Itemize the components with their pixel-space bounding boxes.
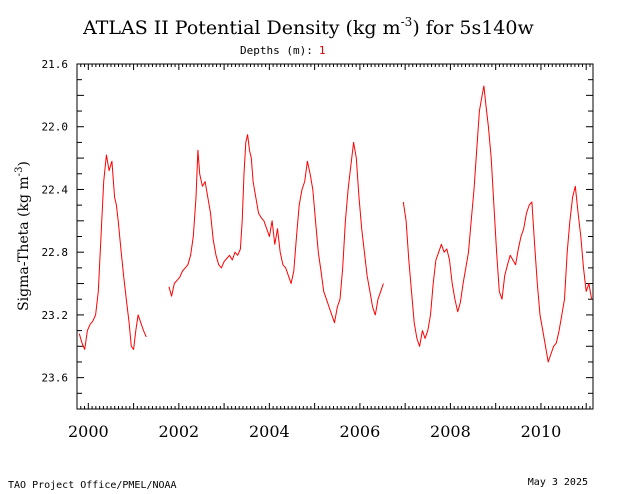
subtitle-value: 1 [319,44,326,57]
plot-frame [76,63,594,410]
series-line-segment [402,85,593,363]
chart-subtitle: Depths (m): 1 [240,44,325,57]
y-tick-labels: 21.6 22.0 22.4 22.8 23.2 23.6 [42,58,69,385]
y-axis-label: Sigma-Theta (kg m-3) [14,161,32,311]
y-axis-label-exponent: -3 [14,167,25,177]
y-tick-label: 22.8 [42,246,69,259]
x-tick-label: 2008 [430,422,471,441]
x-tick-label: 2000 [68,422,109,441]
footer-credit: TAO Project Office/PMEL/NOAA [8,480,177,491]
x-tick-labels: 2000 2002 2004 2006 2008 2010 [68,422,561,441]
x-tick-label: 2006 [340,422,381,441]
y-tick-label: 23.6 [42,372,69,385]
chart-title-exponent: -3 [401,15,413,29]
series-line-segment [78,154,147,350]
footer-date: May 3 2025 [528,477,588,488]
chart-title-main: ATLAS II Potential Density (kg m [82,17,401,39]
y-axis-label-main: Sigma-Theta (kg m [16,176,32,311]
y-tick-label: 21.6 [42,58,69,71]
y-tick-label: 23.2 [42,309,69,322]
x-tick-label: 2004 [249,422,290,441]
axis-ticks [76,63,593,410]
x-tick-label: 2002 [158,422,199,441]
chart-title-tail: ) for 5s140w [412,17,534,39]
chart-title: ATLAS II Potential Density (kg m-3) for … [82,15,534,39]
y-tick-label: 22.0 [42,121,69,134]
series-line-segment [168,134,384,324]
subtitle-label: Depths (m): [240,44,313,57]
y-tick-label: 22.4 [42,183,69,196]
x-tick-label: 2010 [521,422,562,441]
series-group [78,85,593,363]
y-axis-label-tail: ) [16,161,32,166]
